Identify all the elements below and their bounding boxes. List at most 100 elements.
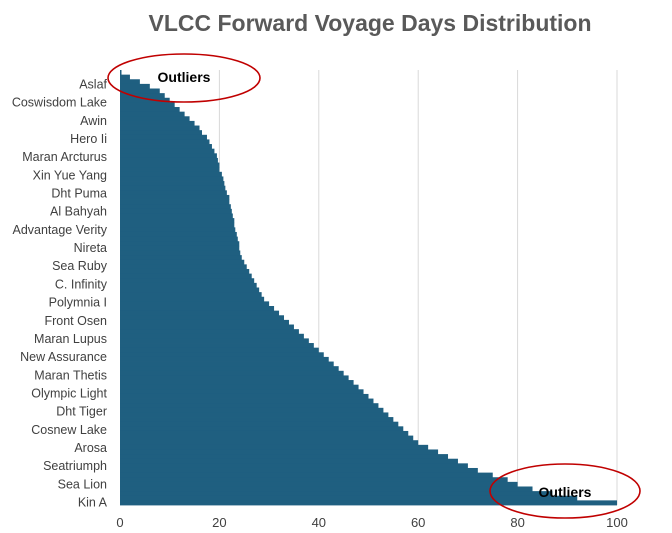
y-category-label: Polymnia I bbox=[49, 296, 107, 310]
bar bbox=[120, 403, 379, 409]
y-axis-labels: Aslaf Coswisdom Lake Awin Hero Ii Maran Arct… bbox=[12, 78, 108, 510]
bar bbox=[120, 144, 212, 150]
bar bbox=[120, 301, 270, 307]
bar bbox=[120, 398, 374, 404]
bar bbox=[120, 190, 227, 196]
x-tick-label: 80 bbox=[510, 515, 524, 530]
bar bbox=[120, 361, 334, 367]
y-category-label: Arosa bbox=[74, 441, 107, 455]
bar bbox=[120, 352, 324, 358]
bar bbox=[120, 116, 190, 122]
bar bbox=[120, 454, 449, 460]
bar bbox=[120, 157, 218, 163]
bar bbox=[120, 199, 230, 205]
y-category-label: Sea Lion bbox=[58, 477, 107, 491]
bar bbox=[120, 222, 235, 228]
bar bbox=[120, 417, 394, 423]
y-category-label: Seatriumph bbox=[43, 459, 107, 473]
bar bbox=[120, 134, 207, 140]
x-tick-label: 0 bbox=[116, 515, 123, 530]
y-category-label: Coswisdom Lake bbox=[12, 96, 107, 110]
y-category-label: Dht Tiger bbox=[56, 405, 107, 419]
x-tick-label: 20 bbox=[212, 515, 226, 530]
bar bbox=[120, 79, 140, 85]
y-category-label: Cosnew Lake bbox=[31, 423, 107, 437]
y-category-label: Hero Ii bbox=[70, 132, 107, 146]
bar bbox=[120, 255, 242, 261]
y-category-label: Maran Lupus bbox=[34, 332, 107, 346]
bar bbox=[120, 218, 235, 224]
bar bbox=[120, 486, 533, 492]
x-tick-label: 60 bbox=[411, 515, 425, 530]
outlier-ellipse bbox=[107, 53, 261, 103]
bar bbox=[120, 148, 215, 154]
bar bbox=[120, 495, 578, 501]
x-tick-label: 40 bbox=[312, 515, 326, 530]
bar bbox=[120, 245, 240, 251]
bar bbox=[120, 130, 202, 136]
bar bbox=[120, 181, 225, 187]
bar bbox=[120, 287, 260, 293]
y-category-label: Sea Ruby bbox=[52, 259, 108, 273]
y-category-label: Dht Puma bbox=[51, 187, 107, 201]
bar bbox=[120, 176, 224, 182]
bar bbox=[120, 430, 409, 436]
bar bbox=[120, 333, 304, 339]
bar bbox=[120, 421, 399, 427]
bar bbox=[120, 273, 252, 279]
bar bbox=[120, 250, 241, 256]
bar bbox=[120, 347, 319, 353]
bar bbox=[120, 315, 285, 321]
outlier-annotation: Outliers bbox=[158, 69, 211, 85]
bar bbox=[120, 389, 364, 395]
y-category-label: Kin A bbox=[78, 496, 108, 510]
bar bbox=[120, 412, 389, 418]
bar bbox=[120, 481, 518, 487]
y-category-label: Maran Arcturus bbox=[22, 150, 107, 164]
bar bbox=[120, 171, 222, 177]
y-category-label: Xin Yue Yang bbox=[33, 168, 107, 182]
bar bbox=[120, 204, 231, 210]
bar bbox=[120, 236, 238, 242]
bar bbox=[120, 70, 122, 76]
x-axis-labels: 0 20 40 60 80 100 bbox=[116, 515, 627, 530]
annotations: Outliers Outliers bbox=[107, 53, 641, 519]
bar bbox=[120, 384, 359, 390]
bar bbox=[120, 278, 255, 284]
bar bbox=[120, 343, 314, 349]
bar bbox=[120, 120, 195, 126]
bar bbox=[120, 268, 250, 275]
bar bbox=[120, 467, 478, 474]
bars bbox=[120, 70, 617, 506]
bar bbox=[120, 111, 185, 117]
bar bbox=[120, 213, 233, 219]
bar bbox=[120, 375, 349, 381]
bar bbox=[120, 227, 236, 233]
y-category-label: Aslaf bbox=[79, 78, 107, 92]
bar bbox=[120, 88, 160, 94]
bar bbox=[120, 319, 289, 325]
outlier-annotation: Outliers bbox=[539, 484, 592, 500]
y-category-label: Al Bahyah bbox=[50, 205, 107, 219]
bar bbox=[120, 208, 232, 214]
bar bbox=[120, 426, 404, 432]
chart-title: VLCC Forward Voyage Days Distribution bbox=[148, 10, 592, 36]
bar bbox=[120, 491, 553, 497]
bar bbox=[120, 477, 508, 483]
bar bbox=[120, 324, 294, 330]
x-tick-label: 100 bbox=[606, 515, 628, 530]
y-category-label: Maran Thetis bbox=[34, 368, 107, 382]
bar bbox=[120, 338, 309, 344]
bar bbox=[120, 162, 220, 168]
bar bbox=[120, 185, 226, 191]
bar bbox=[120, 231, 237, 237]
bar bbox=[120, 393, 369, 399]
bar bbox=[120, 259, 245, 265]
bar bbox=[120, 139, 210, 145]
bar bbox=[120, 306, 275, 312]
bar bbox=[120, 449, 439, 455]
bar bbox=[120, 264, 247, 270]
bar bbox=[120, 296, 265, 302]
y-category-label: Front Osen bbox=[44, 314, 107, 328]
